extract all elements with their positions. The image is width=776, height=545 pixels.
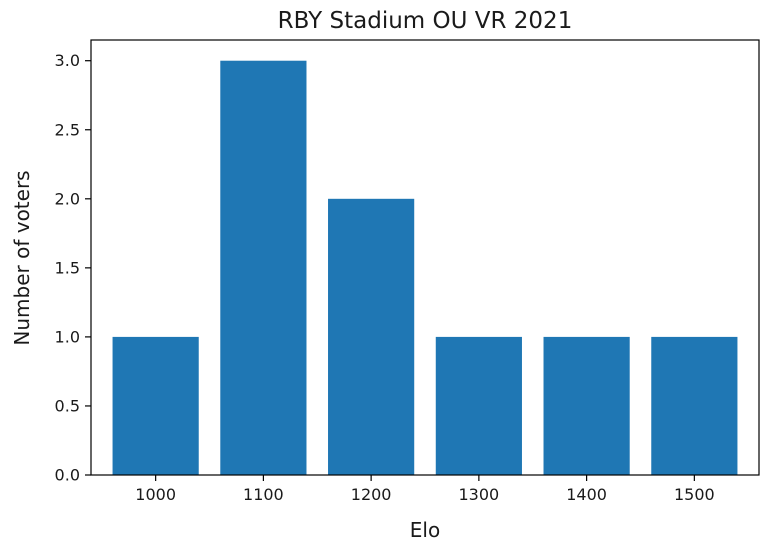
y-tick-label: 1.5 — [55, 258, 80, 277]
x-tick-label: 1200 — [351, 485, 392, 504]
y-axis-label: Number of voters — [10, 170, 34, 345]
x-axis-ticks: 1000 1100 1200 1300 1400 1500 — [135, 475, 715, 504]
y-tick-label: 2.5 — [55, 120, 80, 139]
y-tick-label: 2.0 — [55, 189, 80, 208]
bar-1500 — [651, 336, 738, 475]
y-tick-label: 1.0 — [55, 327, 80, 346]
bar-1000 — [112, 336, 199, 475]
x-tick-label: 1100 — [243, 485, 284, 504]
bars-layer — [112, 60, 738, 476]
bar-1300 — [435, 336, 522, 475]
plot-frame — [90, 39, 760, 476]
chart-title: RBY Stadium OU VR 2021 — [278, 8, 573, 34]
y-tick-label: 3.0 — [55, 51, 80, 70]
y-axis-ticks: 0.0 0.5 1.0 1.5 2.0 2.5 3.0 — [55, 51, 91, 485]
x-tick-label: 1500 — [674, 485, 715, 504]
x-axis-label: Elo — [410, 518, 440, 542]
bar-1200 — [328, 198, 415, 475]
bar-1400 — [543, 336, 630, 475]
bar-1100 — [220, 60, 307, 476]
x-tick-label: 1400 — [566, 485, 607, 504]
x-tick-label: 1300 — [459, 485, 500, 504]
y-tick-label: 0.0 — [55, 466, 80, 485]
y-tick-label: 0.5 — [55, 396, 80, 415]
x-tick-label: 1000 — [135, 485, 176, 504]
